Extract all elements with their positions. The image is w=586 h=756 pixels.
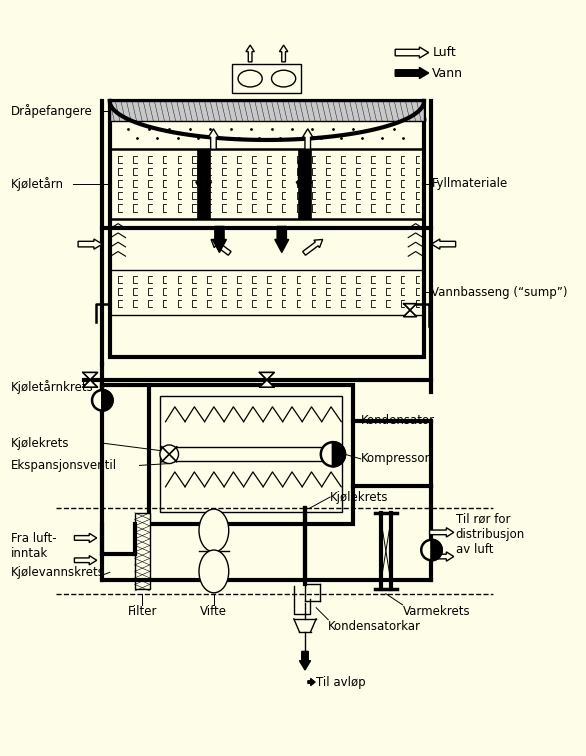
FancyArrow shape bbox=[209, 129, 219, 149]
Circle shape bbox=[321, 442, 345, 466]
Bar bbox=[110, 101, 424, 122]
Text: Vifte: Vifte bbox=[200, 605, 227, 618]
Wedge shape bbox=[103, 390, 113, 411]
Text: Vann: Vann bbox=[432, 67, 464, 79]
FancyArrow shape bbox=[74, 556, 97, 565]
FancyArrow shape bbox=[211, 240, 231, 256]
Bar bbox=[160, 395, 342, 447]
Text: Kondensatorkar: Kondensatorkar bbox=[328, 620, 421, 633]
Text: Fyllmateriale: Fyllmateriale bbox=[431, 177, 507, 191]
Text: Luft: Luft bbox=[432, 46, 456, 59]
Text: Til rør for
distribusjon
av luft: Til rør for distribusjon av luft bbox=[456, 513, 525, 556]
FancyArrow shape bbox=[430, 552, 454, 561]
Text: Kondensator: Kondensator bbox=[361, 414, 435, 427]
FancyArrow shape bbox=[395, 67, 429, 79]
FancyArrow shape bbox=[302, 129, 313, 149]
Bar bbox=[149, 385, 353, 524]
Bar bbox=[135, 513, 149, 589]
Text: Til avløp: Til avløp bbox=[316, 676, 366, 689]
Circle shape bbox=[92, 390, 113, 411]
Bar bbox=[110, 270, 424, 314]
FancyArrow shape bbox=[299, 652, 311, 670]
Text: Kjølekrets: Kjølekrets bbox=[11, 437, 70, 450]
FancyArrow shape bbox=[308, 678, 315, 686]
Text: Kjøletårn: Kjøletårn bbox=[11, 177, 64, 191]
Text: Dråpefangere: Dråpefangere bbox=[11, 104, 93, 118]
FancyArrow shape bbox=[431, 239, 456, 249]
Ellipse shape bbox=[199, 509, 229, 552]
Text: Kjølevannskrets: Kjølevannskrets bbox=[11, 565, 105, 579]
Bar bbox=[160, 460, 342, 512]
FancyArrow shape bbox=[275, 227, 289, 253]
FancyArrow shape bbox=[213, 227, 226, 253]
Bar bbox=[298, 149, 311, 219]
Bar bbox=[197, 149, 210, 219]
FancyArrow shape bbox=[303, 240, 323, 256]
Text: Varmekrets: Varmekrets bbox=[403, 605, 470, 618]
Circle shape bbox=[160, 445, 179, 463]
FancyArrow shape bbox=[196, 160, 212, 196]
Text: Kjøletårnkrets: Kjøletårnkrets bbox=[11, 380, 94, 395]
FancyArrow shape bbox=[246, 45, 254, 62]
Polygon shape bbox=[404, 304, 417, 317]
Bar bbox=[110, 149, 424, 219]
Polygon shape bbox=[83, 373, 98, 387]
Text: Filter: Filter bbox=[128, 605, 157, 618]
Text: Kjølekrets: Kjølekrets bbox=[330, 491, 389, 503]
Wedge shape bbox=[333, 442, 345, 466]
Bar bbox=[110, 101, 424, 357]
FancyArrow shape bbox=[430, 528, 454, 537]
FancyArrow shape bbox=[395, 47, 429, 58]
Ellipse shape bbox=[199, 550, 229, 593]
Bar bbox=[233, 64, 301, 94]
Wedge shape bbox=[431, 540, 442, 560]
FancyArrow shape bbox=[280, 45, 288, 62]
FancyArrow shape bbox=[296, 160, 312, 196]
Ellipse shape bbox=[271, 70, 296, 87]
Text: Vannbasseng (“sump”): Vannbasseng (“sump”) bbox=[431, 286, 568, 299]
Ellipse shape bbox=[238, 70, 262, 87]
Circle shape bbox=[421, 540, 442, 560]
FancyArrow shape bbox=[74, 533, 97, 543]
Polygon shape bbox=[260, 373, 274, 387]
Text: Ekspansjonsventil: Ekspansjonsventil bbox=[11, 459, 117, 472]
FancyArrow shape bbox=[78, 239, 103, 249]
Text: Fra luft-
inntak: Fra luft- inntak bbox=[11, 532, 57, 560]
Text: Kompressor: Kompressor bbox=[361, 452, 430, 466]
